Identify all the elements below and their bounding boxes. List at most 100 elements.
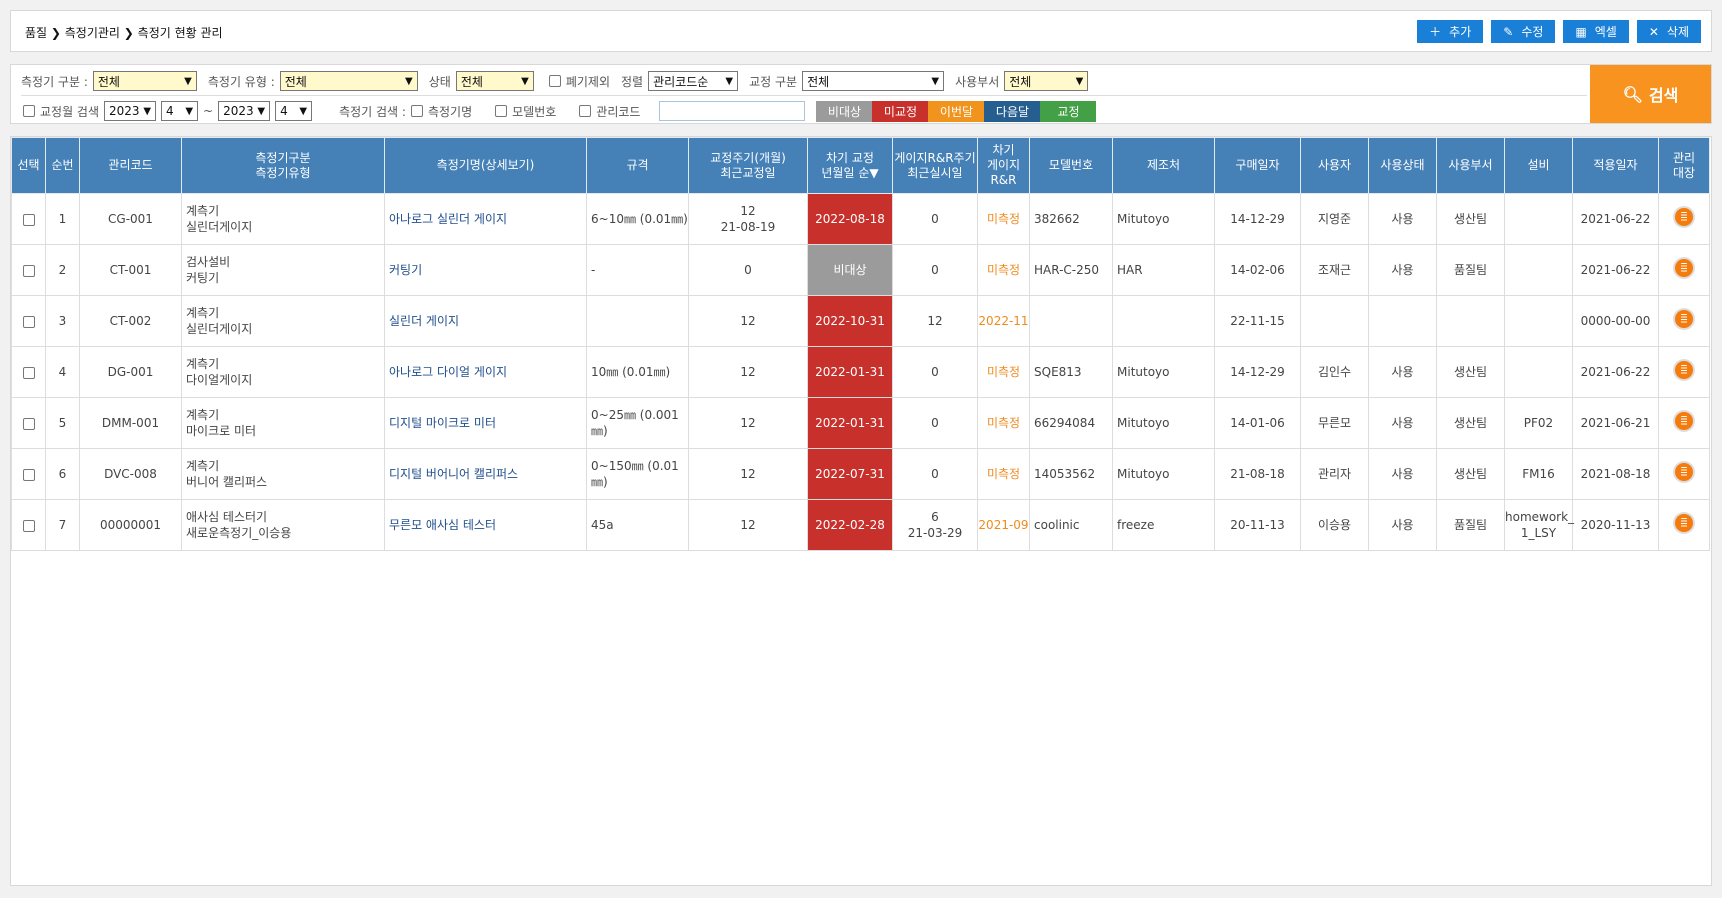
device-name-link[interactable]: 실린더 게이지 [384,295,587,347]
exclude-checkbox[interactable] [548,75,561,87]
row-checkbox[interactable] [22,366,35,379]
cell-next: 2022-10-31 [807,295,893,347]
column-header: 제조처 [1112,137,1215,194]
button-label: 수정 [1521,25,1544,39]
table-row[interactable]: 6 DVC-008 계측기 버니어 캘리퍼스 디지털 버어니어 캘리퍼스 0~150㎜ … [11,448,1710,500]
cell-dept [1436,295,1505,347]
chevron-down-icon: ▼ [185,105,194,117]
cell-state: 사용 [1368,193,1437,245]
row-checkbox[interactable] [22,315,35,328]
status-value: 전체 [460,74,483,89]
to-month-select[interactable]: 4 ▼ [275,101,313,121]
cell-equip [1504,346,1573,398]
ledger-cell [1658,397,1710,449]
search-icon: 🔍︎ [1622,84,1643,104]
row-checkbox[interactable] [22,468,35,481]
document-icon[interactable] [1675,514,1693,532]
dept-select[interactable]: 전체 ▼ [1004,71,1089,91]
cell-buy: 22-11-15 [1214,295,1301,347]
model-option-label: 모델번호 [512,104,557,119]
ledger-cell [1658,448,1710,500]
cell-user: 이승용 [1300,499,1369,551]
search-button-label: 검색 [1648,86,1679,105]
device-name-link[interactable]: 커팅기 [384,244,587,296]
month-search-label: 교정월 검색 [40,104,100,119]
table-row[interactable]: 4 DG-001 계측기 다이얼게이지 아나로그 다이얼 게이지 10㎜ (0.01㎜)… [11,346,1710,398]
select-cell [11,244,46,296]
button-label: 추가 [1449,25,1472,39]
cell-dept: 생산팀 [1436,397,1505,449]
row-checkbox[interactable] [22,417,35,430]
to-year-select[interactable]: 2023 ▼ [218,101,271,121]
cell-next: 2022-08-18 [807,193,893,245]
search-button[interactable]: 🔍︎ 검색 [1590,65,1711,123]
chevron-down-icon: ▼ [1075,75,1084,87]
table-row[interactable]: 7 00000001 애사심 테스터기 새로운측정기_이승용 무른모 애사심 테스터 4… [11,499,1710,551]
legend-item[interactable]: 교정 [1040,100,1097,122]
from-month-select[interactable]: 4 ▼ [161,101,199,121]
device-name-link[interactable]: 아나로그 다이얼 게이지 [384,346,587,398]
cell-spec [586,295,689,347]
table-row[interactable]: 1 CG-001 계측기 실린더게이지 아나로그 실린더 게이지 6~10㎜ (0.01… [11,193,1710,245]
document-icon[interactable] [1675,463,1693,481]
document-icon[interactable] [1675,310,1693,328]
column-header: 설비 [1504,137,1573,194]
name-checkbox[interactable] [410,105,423,117]
legend-item[interactable]: 다음달 [984,100,1041,122]
cell-spec: 10㎜ (0.01㎜) [586,346,689,398]
device-name-link[interactable]: 무른모 애사심 테스터 [384,499,587,551]
device-name-link[interactable]: 디지털 버어니어 캘리퍼스 [384,448,587,500]
chevron-down-icon: ▼ [299,105,308,117]
calib-select[interactable]: 전체 ▼ [802,71,945,91]
type-select[interactable]: 전체 ▼ [92,71,197,91]
add-button[interactable]: ＋ 추가 [1417,20,1484,43]
button-label: 엑셀 [1594,25,1617,39]
column-header: 측정기구분 측정기유형 [181,137,385,194]
legend-item[interactable]: 이번달 [928,100,985,122]
excel-button[interactable]: ▦ 엑셀 [1563,20,1629,43]
row-checkbox[interactable] [22,519,35,532]
from-year-select[interactable]: 2023 ▼ [104,101,157,121]
sort-select[interactable]: 관리코드순 ▼ [648,71,739,91]
code-checkbox[interactable] [579,105,592,117]
document-icon[interactable] [1675,412,1693,430]
edit-button[interactable]: ✎ 수정 [1491,20,1556,43]
column-header: 사용자 [1300,137,1369,194]
column-header: 교정주기(개월) 최근교정일 [688,137,808,194]
month-search-checkbox[interactable] [23,105,35,117]
cell-model: 14053562 [1029,448,1113,500]
device-name-link[interactable]: 디지털 마이크로 미터 [384,397,587,449]
table-row[interactable]: 3 CT-002 계측기 실린더게이지 실린더 게이지 12 2022-10-31 12 20… [11,295,1710,347]
status-label: 상태 [428,74,451,89]
cell-cat: 계측기 버니어 캘리퍼스 [181,448,385,500]
search-input[interactable] [659,101,806,121]
cell-state: 사용 [1368,448,1437,500]
status-select[interactable]: 전체 ▼ [455,71,534,91]
cell-next-rr: 미측정 [977,346,1030,398]
cell-equip: homework_ 1_LSY [1504,499,1574,551]
row-checkbox[interactable] [22,264,35,277]
table-row[interactable]: 5 DMM-001 계측기 마이크로 미터 디지털 마이크로 미터 0~25㎜ (0.0… [11,397,1710,449]
delete-button[interactable]: ✕ 삭제 [1636,20,1701,43]
table-row[interactable]: 2 CT-001 검사설비 커팅기 커팅기 -0 비대상 0 미측정 HAR-C-250 HAR 1… [11,244,1710,296]
kind-value: 전체 [284,74,307,89]
ledger-cell [1658,193,1710,245]
legend-item[interactable]: 비대상 [816,100,873,122]
legend-item[interactable]: 미교정 [872,100,929,122]
device-name-link[interactable]: 아나로그 실린더 게이지 [384,193,587,245]
cell-state: 사용 [1368,244,1437,296]
document-icon[interactable] [1675,361,1693,379]
row-checkbox[interactable] [22,213,35,226]
cell-cycle: 12 21-08-19 [688,193,808,245]
cell-next-rr: 미측정 [977,193,1030,245]
select-cell [11,295,46,347]
excel-icon: ▦ [1575,24,1587,39]
cell-apply: 2021-06-21 [1572,397,1659,449]
model-checkbox[interactable] [495,105,508,117]
kind-select[interactable]: 전체 ▼ [279,71,418,91]
column-header: 차기 게이지 R&R [977,137,1030,194]
document-icon[interactable] [1675,259,1693,277]
document-icon[interactable] [1675,208,1693,226]
cell-dept: 품질팀 [1436,499,1505,551]
filter-panel: 측정기 구분 : 전체 ▼ 측정기 유형 : 전체 ▼ 상태 전체 ▼ 폐기제외 정렬… [10,64,1712,124]
